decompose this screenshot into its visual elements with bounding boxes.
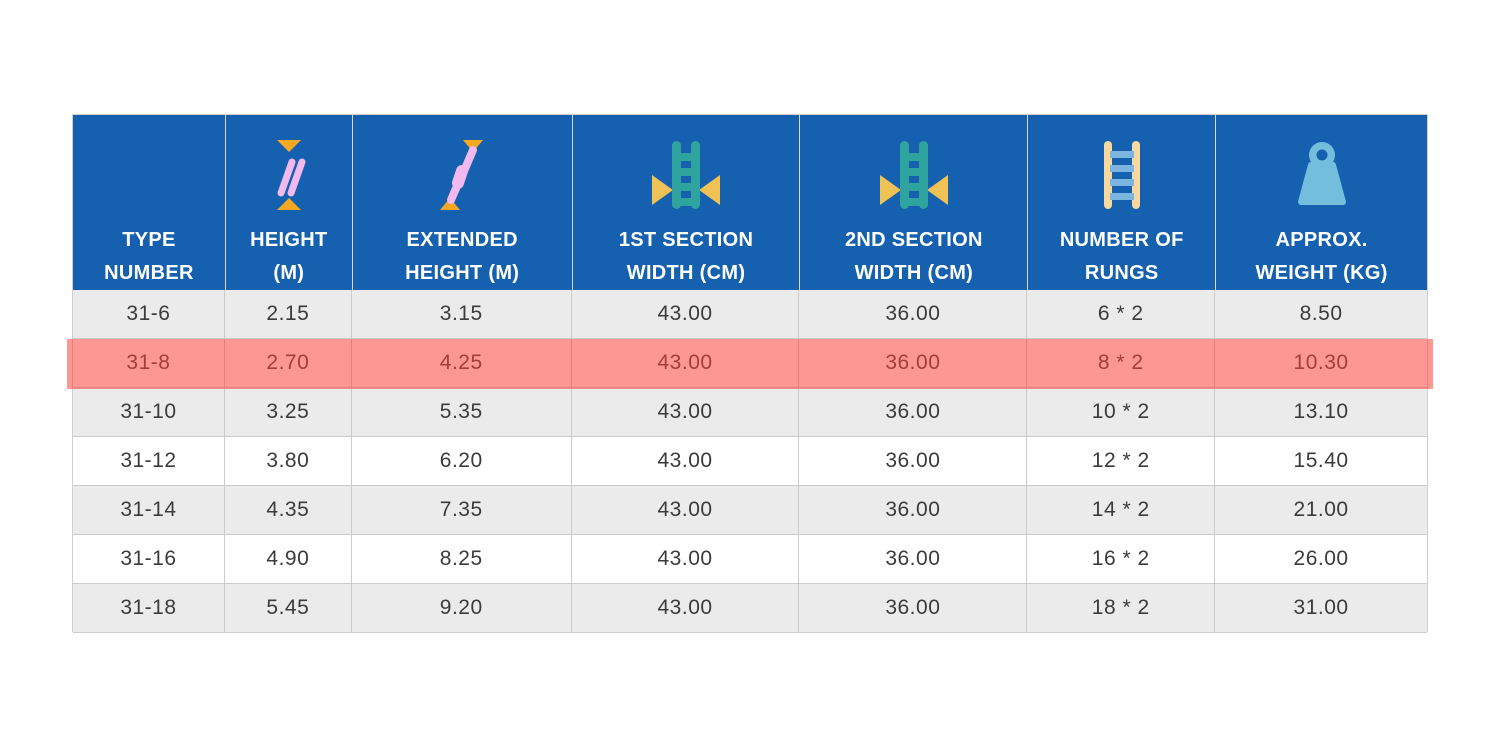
cell-height: 5.45 [224,584,352,633]
cell-height: 4.35 [224,486,352,535]
cell-rungs: 16 * 2 [1027,535,1216,584]
table-row-31-8-highlighted: 31-8 2.70 4.25 43.00 36.00 8 * 2 10.30 [73,339,1427,388]
ladder-spec-table: TYPE NUMBER HEIGHT (M) [67,114,1433,633]
cell-extended-height: 5.35 [351,388,572,437]
header-cell-1st-section-width: 1ST SECTION WIDTH (CM) [571,115,800,290]
header-cell-2nd-section-width: 2ND SECTION WIDTH (CM) [799,115,1028,290]
column-label-2nd-section-width: 2ND SECTION WIDTH (CM) [844,229,983,284]
cell-1st-width: 43.00 [571,486,800,535]
cell-type: 31-10 [73,388,225,437]
cell-weight: 8.50 [1215,290,1427,339]
column-label-approx-weight: APPROX. WEIGHT (KG) [1255,229,1388,284]
cell-weight: 10.30 [1215,339,1427,388]
header-cell-number-of-rungs: NUMBER OF RUNGS [1027,115,1216,290]
column-label-number-of-rungs: NUMBER OF RUNGS [1059,229,1184,284]
cell-extended-height: 4.25 [351,339,572,388]
cell-height: 3.80 [224,437,352,486]
cell-type: 31-16 [73,535,225,584]
table-row-31-12: 31-12 3.80 6.20 43.00 36.00 12 * 2 15.40 [73,437,1427,486]
cell-rungs: 8 * 2 [1027,339,1216,388]
cell-rungs: 14 * 2 [1027,486,1216,535]
cell-weight: 13.10 [1215,388,1427,437]
cell-2nd-width: 36.00 [799,437,1028,486]
cell-weight: 31.00 [1215,584,1427,633]
cell-1st-width: 43.00 [571,388,800,437]
cell-rungs: 18 * 2 [1027,584,1216,633]
cell-height: 4.90 [224,535,352,584]
cell-height: 3.25 [224,388,352,437]
cell-1st-width: 43.00 [571,584,800,633]
cell-weight: 15.40 [1215,437,1427,486]
cell-extended-height: 6.20 [351,437,572,486]
table-row-31-6: 31-6 2.15 3.15 43.00 36.00 6 * 2 8.50 [73,290,1427,339]
table-row-31-18: 31-18 5.45 9.20 43.00 36.00 18 * 2 31.00 [73,584,1427,633]
cell-2nd-width: 36.00 [799,535,1028,584]
cell-rungs: 12 * 2 [1027,437,1216,486]
cell-extended-height: 7.35 [351,486,572,535]
cell-weight: 26.00 [1215,535,1427,584]
cell-weight: 21.00 [1215,486,1427,535]
cell-1st-width: 43.00 [571,535,800,584]
cell-2nd-width: 36.00 [799,584,1028,633]
extended-height-icon [436,127,488,222]
table-row-31-16: 31-16 4.90 8.25 43.00 36.00 16 * 2 26.00 [73,535,1427,584]
cell-2nd-width: 36.00 [799,486,1028,535]
ladder-width-icon [644,127,728,222]
cell-2nd-width: 36.00 [799,290,1028,339]
table-row-31-10: 31-10 3.25 5.35 43.00 36.00 10 * 2 13.10 [73,388,1427,437]
column-label-extended-height: EXTENDED HEIGHT (M) [405,229,520,284]
cell-height: 2.70 [224,339,352,388]
header-cell-approx-weight: APPROX. WEIGHT (KG) [1215,115,1427,290]
cell-2nd-width: 36.00 [799,339,1028,388]
cell-1st-width: 43.00 [571,290,800,339]
cell-extended-height: 3.15 [351,290,572,339]
cell-1st-width: 43.00 [571,437,800,486]
cell-extended-height: 9.20 [351,584,572,633]
header-cell-height: HEIGHT (M) [224,115,352,290]
cell-type: 31-12 [73,437,225,486]
column-label-1st-section-width: 1ST SECTION WIDTH (CM) [618,229,754,284]
header-cell-type-number: TYPE NUMBER [73,115,225,290]
cell-type: 31-8 [73,339,225,388]
column-label-type-number: TYPE NUMBER [104,229,194,284]
cell-type: 31-18 [73,584,225,633]
cell-2nd-width: 36.00 [799,388,1028,437]
weight-icon [1286,127,1358,222]
cell-extended-height: 8.25 [351,535,572,584]
cell-type: 31-14 [73,486,225,535]
header-cell-extended-height: EXTENDED HEIGHT (M) [351,115,572,290]
cell-type: 31-6 [73,290,225,339]
cell-rungs: 6 * 2 [1027,290,1216,339]
height-arrows-icon [265,127,313,222]
cell-height: 2.15 [224,290,352,339]
ladder-rungs-icon [1100,127,1144,222]
cell-rungs: 10 * 2 [1027,388,1216,437]
column-label-height: HEIGHT (M) [250,229,328,284]
cell-1st-width: 43.00 [571,339,800,388]
ladder-width-icon [872,127,956,222]
table-header-row: TYPE NUMBER HEIGHT (M) [73,115,1427,290]
table-row-31-14: 31-14 4.35 7.35 43.00 36.00 14 * 2 21.00 [73,486,1427,535]
